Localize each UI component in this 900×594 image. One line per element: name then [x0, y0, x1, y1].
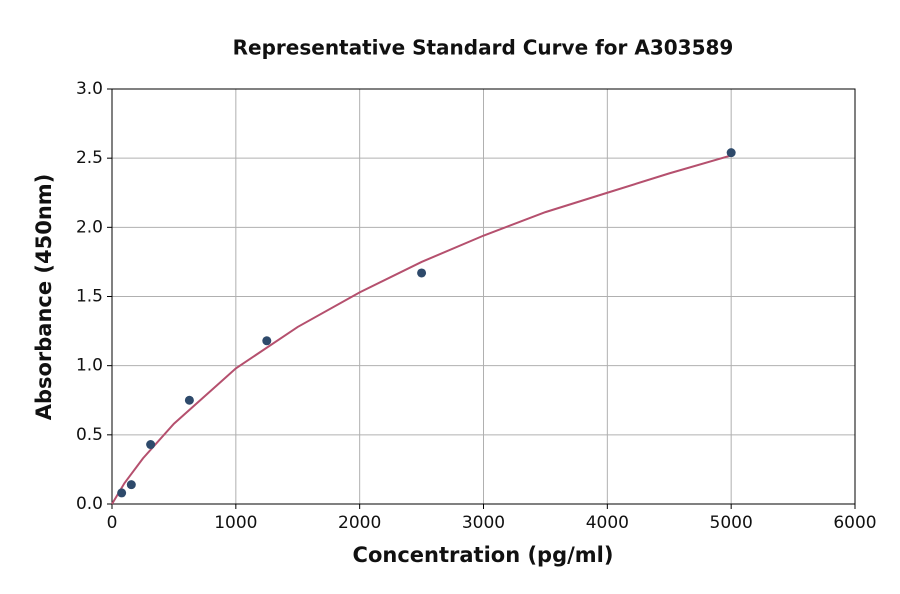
- y-tick-label: 0.5: [76, 425, 103, 445]
- x-tick-label: 4000: [586, 513, 629, 533]
- data-point: [126, 480, 136, 490]
- data-point: [184, 395, 194, 405]
- x-tick-label: 3000: [462, 513, 505, 533]
- y-tick-label: 2.0: [76, 217, 103, 237]
- data-point: [117, 488, 127, 498]
- y-tick-label: 1.5: [76, 287, 103, 307]
- x-tick-label: 1000: [214, 513, 257, 533]
- data-point: [726, 148, 736, 158]
- data-point: [417, 268, 427, 278]
- x-tick-label: 6000: [833, 513, 876, 533]
- y-axis-title: Absorbance (450nm): [32, 174, 56, 421]
- y-tick-label: 1.0: [76, 356, 103, 376]
- y-tick-label: 2.5: [76, 148, 103, 168]
- y-tick-label: 3.0: [76, 79, 103, 99]
- plot-frame: [111, 88, 856, 505]
- x-tick-label: 2000: [338, 513, 381, 533]
- data-point: [262, 336, 272, 346]
- x-tick-label: 5000: [710, 513, 753, 533]
- y-tick-label: 0.0: [76, 494, 103, 514]
- data-point: [146, 440, 156, 450]
- x-tick-label: 0: [107, 513, 118, 533]
- chart-title: Representative Standard Curve for A30358…: [233, 36, 734, 60]
- fit-curve: [111, 154, 732, 505]
- x-axis-title: Concentration (pg/ml): [353, 543, 614, 567]
